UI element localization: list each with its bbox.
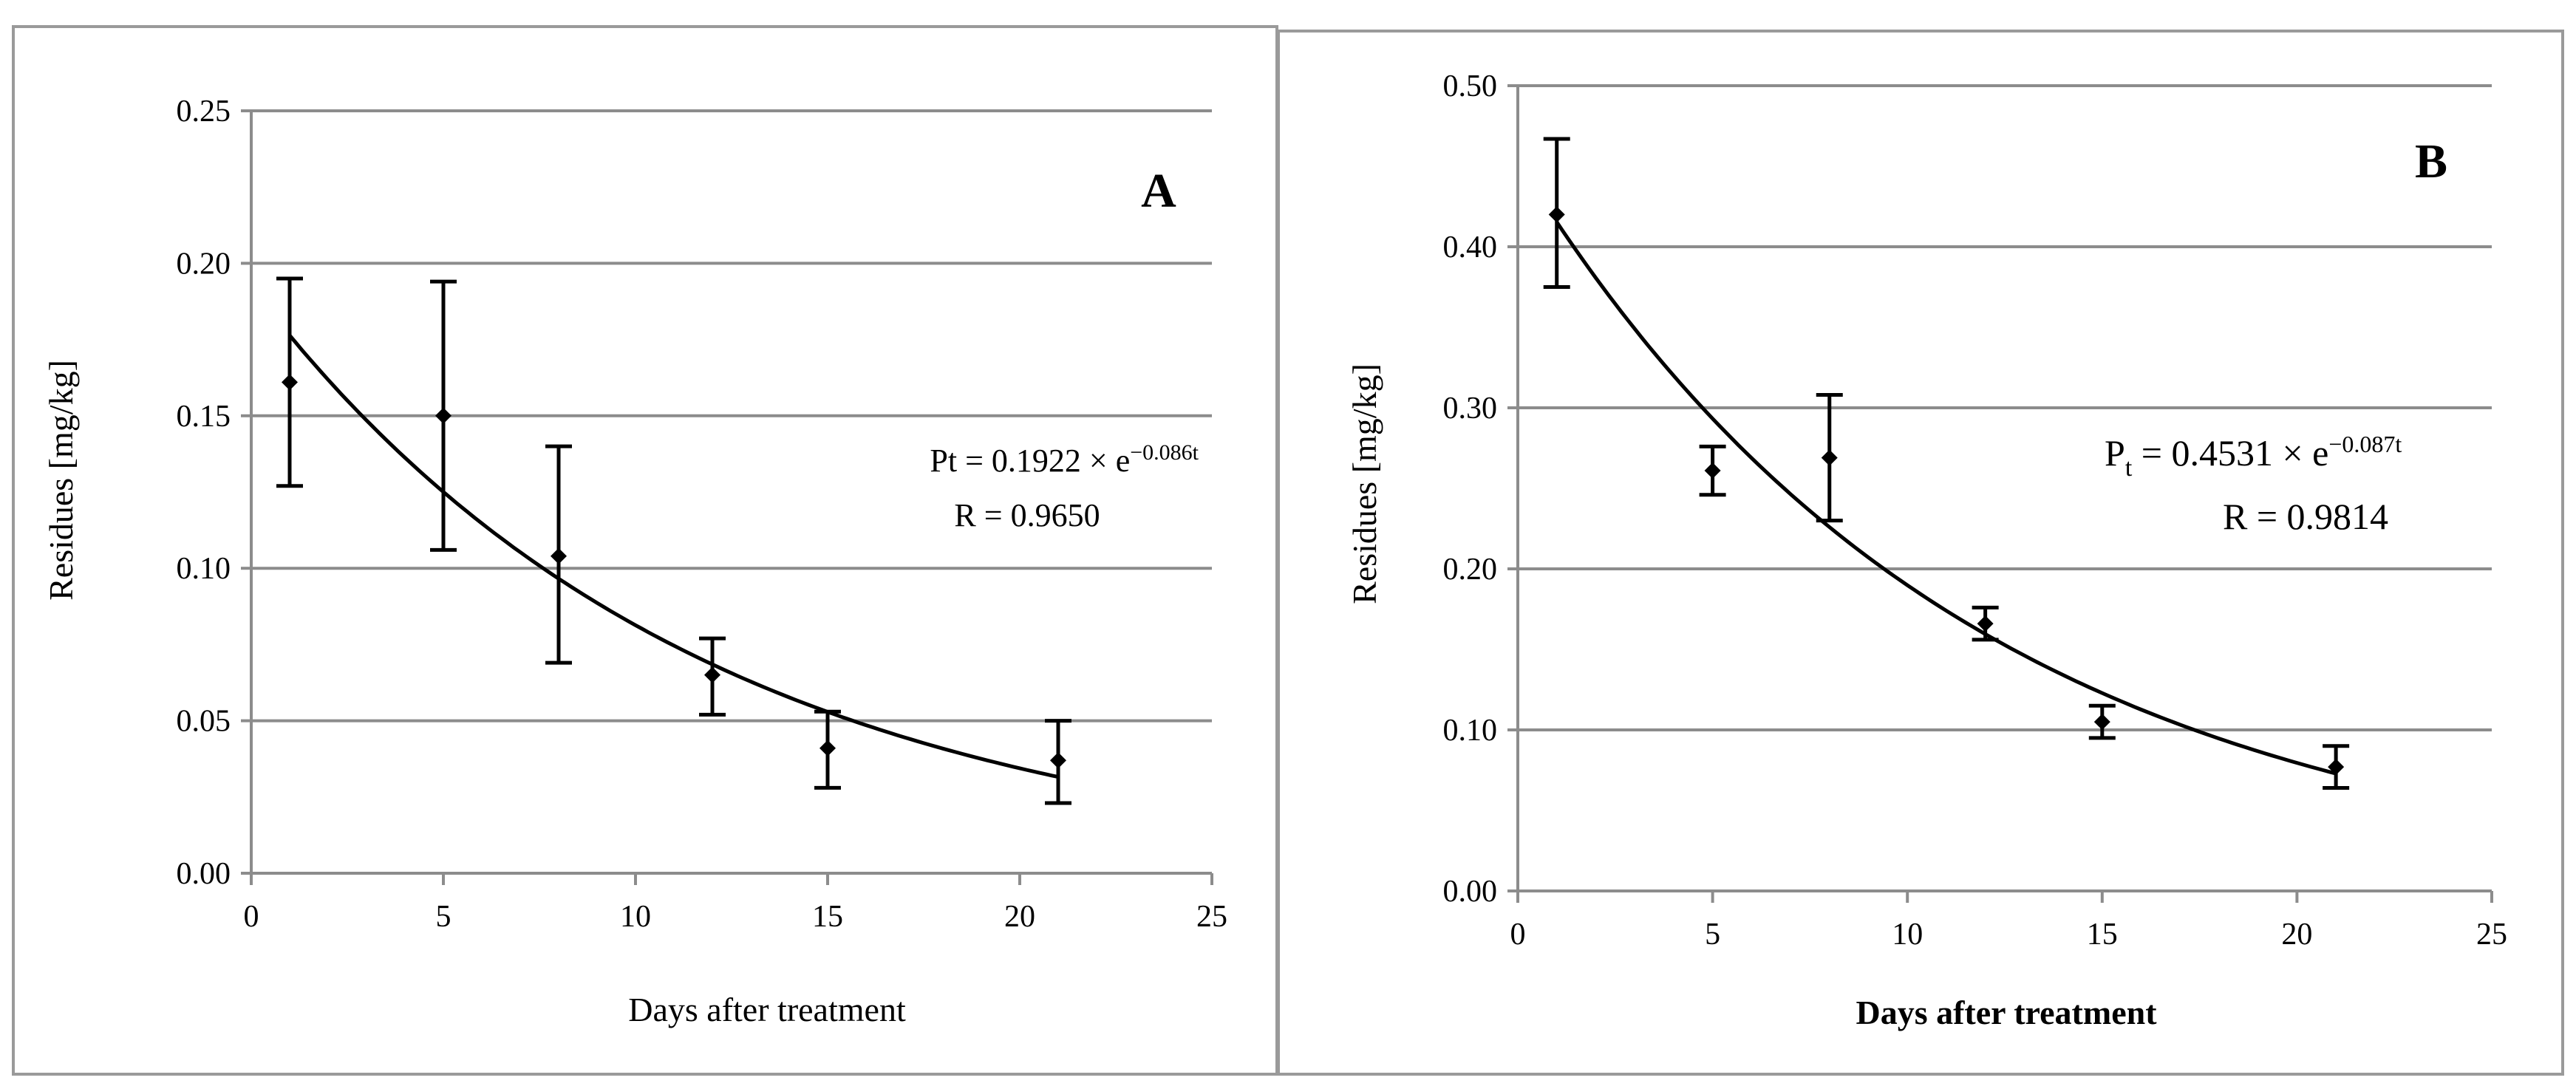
- b-y-tick-label: 0.30: [1443, 392, 1498, 426]
- b-x-tick-label: 25: [2476, 918, 2507, 952]
- panel-b-frame: [1277, 30, 2564, 1076]
- b-data-point: [2093, 714, 2110, 731]
- panel-a-points: [282, 374, 1066, 769]
- a-y-tick-label: 0.10: [177, 552, 231, 586]
- b-x-tick-label: 10: [1892, 918, 1923, 952]
- b-fit-line: [1555, 221, 2337, 776]
- panel-a: 0.00 0.05 0.10 0.15 0.20 0.25 0 5 10 15 20 25 A Pt …: [42, 95, 1227, 1028]
- a-data-point: [1050, 752, 1066, 769]
- panel-b-equation-exponent: −0.087t: [2328, 431, 2402, 457]
- panel-b-x-axis-title: Days after treatment: [1856, 994, 2157, 1031]
- b-data-point: [2328, 759, 2345, 776]
- panel-b-y-axis-title: Residues [mg/kg]: [1346, 363, 1383, 604]
- panel-a-x-axis-title: Days after treatment: [628, 991, 906, 1028]
- panel-b-equation-subscript: t: [2125, 454, 2133, 482]
- a-x-tick-label: 10: [620, 900, 651, 934]
- panel-b-equation-base: P: [2105, 432, 2125, 474]
- panel-a-fit-curve: [288, 334, 1059, 779]
- a-x-tick-label: 0: [244, 900, 259, 934]
- a-data-point: [282, 374, 298, 391]
- b-data-point: [1548, 206, 1565, 223]
- b-y-tick-label: 0.50: [1443, 69, 1498, 103]
- a-fit-line: [288, 334, 1059, 779]
- panel-b-axes: [1507, 84, 2493, 903]
- panel-a-letter: A: [1141, 164, 1176, 218]
- panel-b: 0.00 0.10 0.20 0.30 0.40 0.50 0 5 10 15 20 25 B Pt …: [1346, 69, 2507, 1031]
- b-x-tick-label: 0: [1510, 918, 1526, 952]
- panel-b-equation: Pt = 0.4531 × e−0.087t: [2105, 431, 2402, 482]
- b-y-tick-label: 0.20: [1443, 553, 1498, 587]
- a-y-tick-label: 0.05: [177, 705, 231, 739]
- a-y-tick-label: 0.20: [177, 247, 231, 281]
- b-y-tick-label: 0.00: [1443, 875, 1498, 909]
- panel-b-letter: B: [2415, 134, 2447, 188]
- panel-b-equation-tail: = 0.4531 × e: [2132, 432, 2328, 474]
- a-data-point: [435, 407, 452, 424]
- b-x-tick-label: 20: [2281, 918, 2312, 952]
- panel-a-y-axis-title: Residues [mg/kg]: [42, 360, 80, 601]
- a-x-tick-label: 5: [436, 900, 452, 934]
- panel-b-fit-curve: [1555, 221, 2337, 776]
- b-y-tick-label: 0.40: [1443, 230, 1498, 264]
- panel-a-error-bars: [276, 276, 1071, 805]
- b-y-tick-label: 0.10: [1443, 714, 1498, 748]
- panel-b-r-value: R = 0.9814: [2223, 496, 2388, 537]
- a-y-tick-label: 0.15: [177, 400, 231, 434]
- panel-a-equation-base: Pt = 0.1922 × e: [930, 443, 1130, 479]
- b-x-tick-label: 5: [1705, 918, 1720, 952]
- a-data-point: [551, 547, 567, 564]
- panel-a-equation-exponent: −0.086t: [1130, 440, 1199, 465]
- panel-b-tick-labels: 0.00 0.10 0.20 0.30 0.40 0.50 0 5 10 15 20 25: [1443, 69, 2508, 952]
- a-x-tick-label: 15: [812, 900, 843, 934]
- panel-b-gridlines: [1518, 84, 2492, 731]
- panel-a-r-value: R = 0.9650: [954, 497, 1100, 533]
- a-x-tick-label: 20: [1004, 900, 1035, 934]
- b-data-point: [1977, 615, 1994, 632]
- a-x-tick-label: 25: [1196, 900, 1227, 934]
- a-y-tick-label: 0.00: [177, 857, 231, 891]
- panel-a-equation: Pt = 0.1922 × e−0.086t: [930, 440, 1199, 479]
- panel-b-points: [1548, 206, 2345, 776]
- panel-a-gridlines: [251, 109, 1212, 723]
- a-y-tick-label: 0.25: [177, 95, 231, 129]
- panel-a-tick-labels: 0.00 0.05 0.10 0.15 0.20 0.25 0 5 10 15 20 25: [177, 95, 1228, 934]
- a-data-point: [820, 740, 836, 757]
- b-x-tick-label: 15: [2087, 918, 2118, 952]
- b-data-point: [1821, 449, 1838, 466]
- a-data-point: [704, 666, 720, 683]
- panel-a-axes: [241, 109, 1213, 885]
- b-data-point: [1704, 462, 1721, 479]
